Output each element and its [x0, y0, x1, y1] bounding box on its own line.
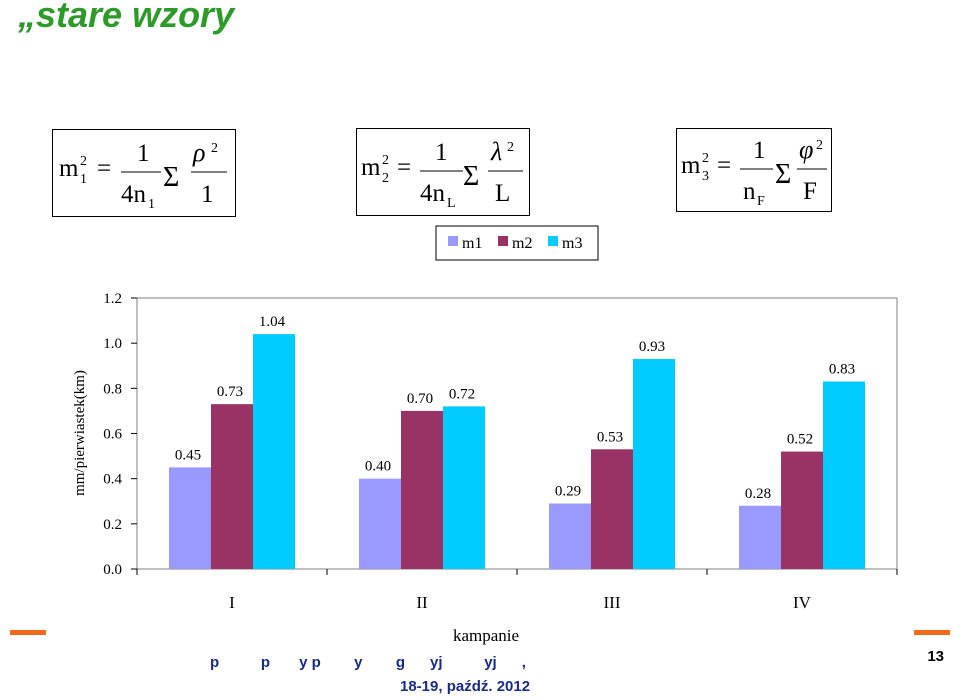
data-label: 0.40 [365, 459, 391, 475]
x-tick-label: IV [793, 593, 812, 612]
legend-swatch-m3 [548, 236, 558, 246]
formula-m1: m 1 2 = 1 4n 1 Σ ρ 2 1 [52, 129, 236, 217]
slide-title: „stare wzory [18, 0, 235, 35]
formula-coef-den-sub: F [757, 194, 765, 209]
data-label: 0.53 [597, 429, 623, 445]
formula-coef-num: 1 [753, 137, 766, 164]
bar-m1-II [359, 478, 401, 569]
bar-m3-III [633, 358, 675, 569]
formula-m3-svg: m 3 2 = 1 n F Σ φ 2 F [681, 135, 827, 209]
formula-coef-den: 4n [121, 181, 147, 208]
bar-m1-IV [739, 505, 781, 569]
formula-lhs-sub: 3 [702, 169, 709, 184]
y-tick-label: 0.6 [103, 427, 122, 443]
data-label: 0.83 [829, 362, 855, 378]
formula-equals: = [397, 154, 411, 181]
data-label: 0.93 [639, 339, 665, 355]
formula-lhs-sup: 2 [702, 151, 709, 166]
legend-swatch-m1 [448, 236, 458, 246]
formula-m2: m 2 2 = 1 4n L Σ λ 2 L [356, 128, 530, 216]
formula-frac-den: L [495, 180, 510, 207]
formula-frac-num-sup: 2 [507, 140, 514, 155]
y-tick-label: 0.4 [103, 472, 122, 488]
legend-label-m2: m2 [512, 235, 532, 252]
bar-m3-II [443, 406, 485, 569]
formula-m2-svg: m 2 2 = 1 4n L Σ λ 2 L [361, 137, 523, 211]
data-label: 0.70 [407, 391, 433, 407]
bar-m1-III [549, 503, 591, 569]
legend-label-m3: m3 [562, 235, 582, 252]
formula-sum: Σ [463, 161, 479, 192]
bar-m2-IV [781, 451, 823, 569]
formula-coef-den-sub: L [447, 196, 456, 211]
formula-frac-num-sup: 2 [816, 138, 823, 153]
page-number: 13 [927, 648, 944, 665]
formula-sum: Σ [163, 162, 179, 193]
data-label: 0.29 [555, 484, 581, 500]
data-label: 1.04 [259, 314, 286, 330]
bar-m2-III [591, 449, 633, 569]
formula-frac-num: ρ [192, 138, 205, 167]
formula-frac-num: λ [490, 137, 502, 166]
legend-swatch-m2 [498, 236, 508, 246]
legend-label-m1: m1 [462, 235, 482, 252]
x-tick-label: II [416, 593, 428, 612]
formula-equals: = [717, 152, 731, 179]
formula-equals: = [97, 155, 111, 182]
formula-frac-den: 1 [201, 181, 214, 208]
footer-date: 18-19, paźdź. 2012 [400, 678, 531, 695]
formula-lhs-sub: 2 [382, 171, 389, 186]
footer-line-left [10, 630, 46, 635]
formula-m3: m 3 2 = 1 n F Σ φ 2 F [676, 128, 832, 212]
formula-lhs-sub: 1 [80, 172, 87, 187]
x-tick-label: III [604, 593, 621, 612]
formula-lhs: m [361, 154, 381, 181]
y-axis-title: mm/pierwiastek(km) [72, 370, 88, 496]
data-label: 0.72 [449, 386, 475, 402]
formula-lhs: m [59, 155, 79, 182]
formula-frac-num: φ [799, 135, 813, 164]
y-tick-label: 1.2 [103, 291, 122, 307]
bar-m3-IV [823, 381, 865, 569]
bar-m2-II [401, 410, 443, 569]
bar-m2-I [211, 404, 253, 569]
data-label: 0.45 [175, 447, 201, 463]
bar-m1-I [169, 467, 211, 569]
formula-frac-num-sup: 2 [211, 141, 218, 156]
formula-lhs-sup: 2 [80, 154, 87, 169]
data-label: 0.52 [787, 432, 813, 448]
formula-lhs-sup: 2 [382, 153, 389, 168]
footer-line-right [914, 630, 950, 635]
x-tick-label: I [229, 593, 235, 612]
formula-coef-den: 4n [420, 180, 446, 207]
formula-coef-den: n [743, 178, 756, 205]
data-label: 0.28 [745, 486, 771, 502]
formula-m1-svg: m 1 2 = 1 4n 1 Σ ρ 2 1 [59, 138, 227, 212]
data-label: 0.73 [217, 384, 243, 400]
x-axis-title: kampanie [453, 626, 519, 645]
footer-partial-text: p p y p y g yj yj , [210, 654, 526, 671]
formula-frac-den: F [803, 178, 817, 205]
legend-box [435, 225, 599, 261]
bar-m3-I [253, 334, 295, 569]
formula-coef-num: 1 [137, 140, 150, 167]
formula-lhs: m [681, 152, 701, 179]
y-tick-label: 0.0 [103, 562, 122, 578]
formula-coef-den-sub: 1 [148, 197, 155, 212]
y-tick-label: 1.0 [103, 336, 122, 352]
formula-sum: Σ [775, 159, 791, 190]
y-tick-label: 0.8 [103, 381, 122, 397]
formula-coef-num: 1 [435, 139, 448, 166]
y-tick-label: 0.2 [103, 517, 122, 533]
